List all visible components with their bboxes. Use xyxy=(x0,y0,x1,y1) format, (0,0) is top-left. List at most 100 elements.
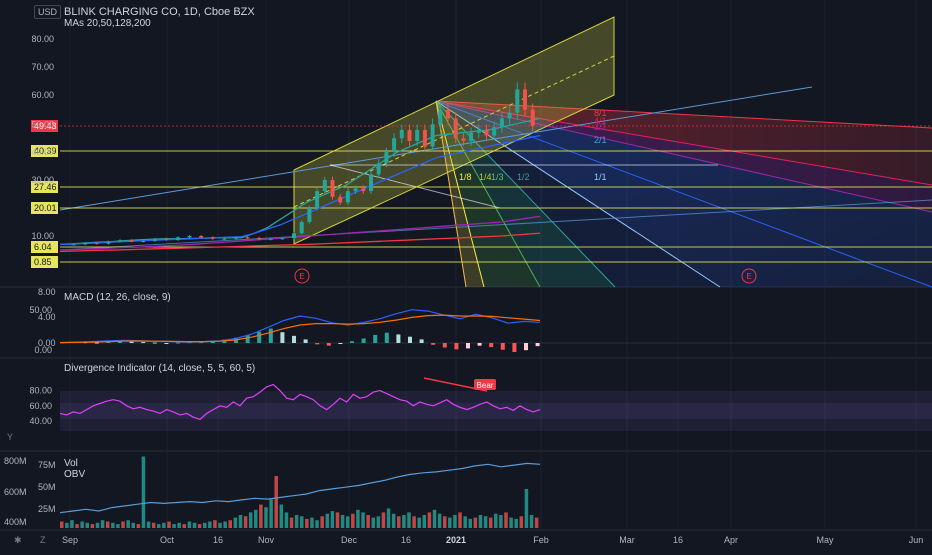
volume-bar xyxy=(90,524,95,528)
macd-histogram-bar xyxy=(141,342,146,344)
candle-body xyxy=(299,222,304,234)
divergence-band-outer xyxy=(60,391,932,431)
volume-right-tick: 75M xyxy=(38,460,56,470)
volume-bar xyxy=(182,524,187,528)
bear-badge-label: Bear xyxy=(477,381,494,390)
macd-histogram-bar xyxy=(373,334,378,343)
volume-bar xyxy=(458,512,462,528)
volume-bar xyxy=(116,524,120,528)
candle-body xyxy=(280,238,285,240)
fan-line-1-1[interactable] xyxy=(435,100,721,288)
macd-histogram-bar xyxy=(396,334,401,343)
earnings-marker[interactable] xyxy=(741,268,757,284)
volume-bar xyxy=(442,516,447,528)
candle-body xyxy=(338,196,343,203)
price-level-tag-label: 27.46 xyxy=(34,182,57,192)
moving-averages xyxy=(59,117,541,253)
candle-body xyxy=(199,236,204,238)
volume-left-tick: 400M xyxy=(4,517,27,527)
price-level-tag[interactable] xyxy=(31,145,58,157)
candle-body xyxy=(129,240,134,242)
fan-line-1-4[interactable] xyxy=(435,100,485,288)
volume-bar xyxy=(514,518,518,528)
candle-body xyxy=(222,238,227,240)
price-level-tag[interactable] xyxy=(31,256,58,268)
candle-body xyxy=(245,237,250,239)
trendline-long-blue[interactable] xyxy=(59,86,813,211)
volume-right-tick: 25M xyxy=(38,504,56,514)
volume-pane[interactable]: 800M 600M 400M 75M 50M 25M xyxy=(4,456,541,528)
fan-line-2-1[interactable] xyxy=(435,100,932,288)
divergence-line xyxy=(59,383,541,421)
fan-line-4-1[interactable] xyxy=(435,100,932,186)
volume-left-tick: 600M xyxy=(4,487,27,497)
macd-right-tick: 0.00 xyxy=(38,338,56,348)
price-tick-label: 70.00 xyxy=(31,62,54,72)
divergence-tick: 60.00 xyxy=(29,401,52,411)
candle-body xyxy=(330,180,335,197)
volume-bar xyxy=(427,512,432,528)
macd-right-tick: 8.00 xyxy=(38,287,56,297)
price-level-tag[interactable] xyxy=(31,241,58,253)
price-axis[interactable]: 80.00 70.00 60.00 50.00 40.00 30.00 10.00 xyxy=(31,34,54,241)
candle-body xyxy=(407,129,412,142)
macd-histogram-bar xyxy=(164,343,169,344)
price-tick-label: 50.00 xyxy=(31,119,54,129)
volume-bar xyxy=(65,522,69,528)
volume-bar xyxy=(162,522,166,528)
currency-badge[interactable]: USD xyxy=(34,5,62,19)
volume-bar xyxy=(529,515,534,528)
price-level-tag[interactable] xyxy=(31,120,58,132)
macd-pane[interactable]: 50.00 0.00 8.00 4.00 0.00 xyxy=(29,287,932,355)
price-tick-label: 30.00 xyxy=(31,175,54,185)
scroll-marker-icon[interactable]: Y xyxy=(7,432,13,442)
macd-histogram-bar xyxy=(535,343,540,347)
earnings-marker[interactable] xyxy=(294,268,310,284)
time-tick-label: May xyxy=(816,535,834,545)
volume-bars xyxy=(60,456,539,528)
goto-date-icon[interactable]: ✱ xyxy=(14,535,22,545)
candle-body xyxy=(234,237,238,239)
volume-bar xyxy=(218,522,222,528)
macd-signal-line xyxy=(59,314,541,344)
price-level-tag[interactable] xyxy=(31,181,58,193)
fan-line-1-8[interactable] xyxy=(435,100,467,288)
volume-bar xyxy=(448,517,452,528)
fan-line-3-1[interactable] xyxy=(435,100,932,213)
price-level-tag-label: 40.39 xyxy=(34,146,57,156)
volume-bar xyxy=(494,513,498,528)
time-tick-label: Oct xyxy=(160,535,175,545)
candle-body xyxy=(476,129,481,133)
moving-average-legend[interactable]: MAs 20,50,128,200 xyxy=(64,18,151,29)
volume-bar xyxy=(146,521,151,528)
fan-label: 8/1 xyxy=(594,108,607,118)
candle-body xyxy=(361,188,366,192)
time-axis[interactable]: Sep Oct 16 Nov Dec 16 2021 Feb Mar 16 Apr May Jun xyxy=(62,535,923,545)
time-tick-label: Mar xyxy=(619,535,635,545)
zoom-icon[interactable]: Z xyxy=(40,535,46,545)
volume-title[interactable]: Vol xyxy=(64,458,78,469)
chart-title: BLINK CHARGING CO, 1D, Cboe BZX xyxy=(64,6,255,18)
price-level-tag[interactable] xyxy=(31,202,58,214)
price-level-tag-label: 20.01 xyxy=(34,203,57,213)
time-axis-controls[interactable]: ✱ Z xyxy=(14,535,46,545)
ma-line xyxy=(59,215,541,251)
volume-bar xyxy=(126,520,130,528)
divergence-pane[interactable]: Bear 80.00 60.00 40.00 xyxy=(29,377,932,431)
macd-histogram-bar xyxy=(419,339,424,343)
candle-body xyxy=(530,109,535,126)
time-tick-label: Dec xyxy=(341,535,358,545)
macd-histogram-bar xyxy=(477,343,482,346)
volume-bar xyxy=(381,512,386,528)
time-tick-label: Nov xyxy=(258,535,275,545)
macd-title[interactable]: MACD (12, 26, close, 9) xyxy=(64,292,171,303)
macd-line xyxy=(59,309,541,344)
divergence-title[interactable]: Divergence Indicator (14, close, 5, 5, 6… xyxy=(64,363,256,374)
volume-bar xyxy=(264,507,268,528)
candle-body xyxy=(152,238,157,241)
obv-title[interactable]: OBV xyxy=(64,469,86,480)
earnings-markers[interactable]: E E xyxy=(294,268,757,284)
candle-body xyxy=(292,233,296,239)
